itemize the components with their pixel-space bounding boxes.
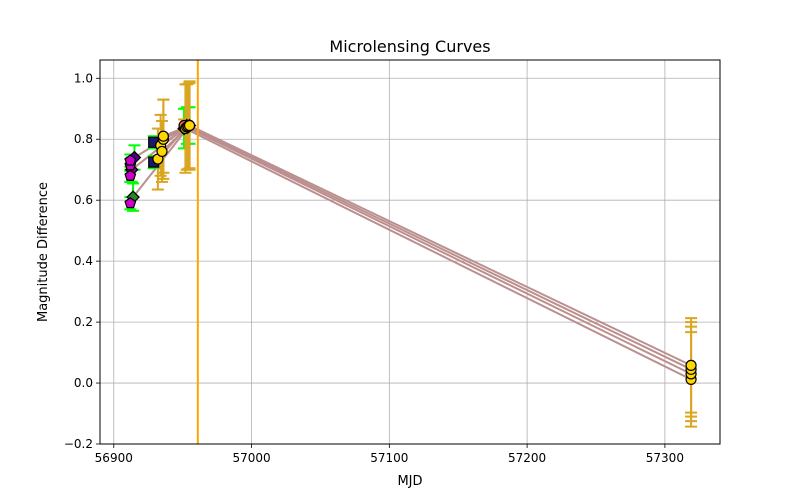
data-point-circle — [156, 145, 168, 158]
y-tick-label: 1.0 — [74, 71, 93, 85]
y-tick-label: 0.2 — [74, 315, 93, 329]
x-tick-label: 57200 — [508, 451, 546, 465]
y-tick-label: 0.6 — [74, 193, 93, 207]
data-point-circle — [685, 359, 697, 371]
x-tick-label: 56900 — [95, 451, 133, 465]
y-tick-label: 0.0 — [74, 376, 93, 390]
axes-frame — [99, 59, 721, 445]
plot-area — [124, 60, 698, 444]
x-tick-label: 57000 — [232, 451, 270, 465]
chart-title: Microlensing Curves — [329, 37, 490, 56]
data-point-pentagon — [124, 154, 137, 166]
x-tick-label: 57300 — [646, 451, 684, 465]
y-tick-label: 0.8 — [74, 132, 93, 146]
x-tick-label: 57100 — [370, 451, 408, 465]
data-point-circle — [183, 119, 196, 132]
y-tick-label: −0.2 — [64, 437, 93, 451]
data-point-pentagon — [124, 196, 137, 209]
y-axis-label: Magnitude Difference — [36, 182, 51, 322]
axis-ticks: 56900 57000 57100 57200 57300 −0.2 0.0 0.2 0.4 0.… — [64, 71, 684, 465]
y-tick-label: 0.4 — [74, 254, 93, 268]
data-point-pentagon — [124, 169, 137, 181]
data-point-circle — [157, 130, 169, 142]
x-axis-label: MJD — [397, 474, 422, 489]
